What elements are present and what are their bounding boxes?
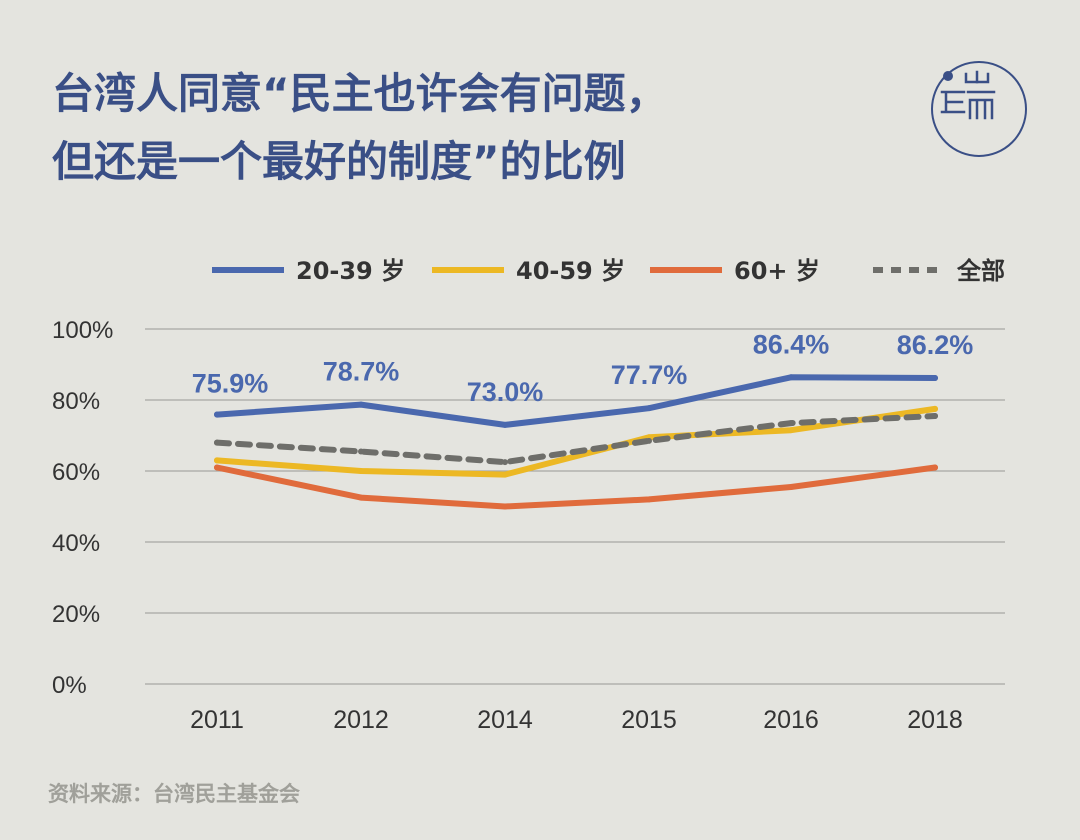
chart-title-line-1: 台湾人同意“民主也许会有问题， [52,69,668,118]
brand-logo: 端 [931,61,1027,157]
y-tick-label: 20% [52,601,100,628]
series-line [214,413,938,466]
source-note: 资料来源：台湾民主基金会 [48,782,300,806]
data-point [214,439,220,446]
legend-label: 全部 [956,257,1005,285]
legend-label: 40-59 岁 [516,257,625,285]
data-point [788,483,794,490]
series-line [214,374,938,428]
data-point [932,412,938,419]
series-line [214,405,938,478]
data-point [214,457,220,464]
data-point [214,464,220,471]
data-label: 77.7% [611,360,688,390]
data-point [788,374,794,381]
data-point [788,420,794,427]
x-tick-label: 2012 [333,706,389,734]
data-label: 78.7% [323,357,400,387]
data-point [646,405,652,412]
x-tick-label: 2014 [477,706,533,734]
data-point [502,471,508,478]
data-point [502,503,508,510]
data-label: 75.9% [192,369,269,399]
data-point [932,405,938,412]
y-tick-label: 40% [52,530,100,557]
data-point [358,494,364,501]
data-point [502,459,508,466]
data-point [358,401,364,408]
chart-title-line-2: 但还是一个最好的制度”的比例 [52,137,626,186]
data-point [932,374,938,381]
x-tick-label: 2011 [190,706,244,734]
chart-title: 台湾人同意“民主也许会有问题， 但还是一个最好的制度”的比例 [52,60,852,196]
data-label: 86.4% [753,329,830,359]
data-point [358,468,364,474]
x-tick-label: 2016 [763,706,819,734]
x-tick-label: 2015 [621,706,677,734]
data-label: 73.0% [467,377,544,407]
data-point [214,411,220,418]
data-point [502,421,508,428]
data-label: 86.2% [897,330,974,360]
data-point [646,496,652,503]
legend-label: 20-39 岁 [296,257,405,285]
data-point [358,448,364,455]
data-point [788,427,794,434]
x-tick-label: 2018 [907,706,963,734]
data-point [932,464,938,471]
y-tick-label: 80% [52,388,100,415]
data-point [646,437,652,444]
legend-label: 60+ 岁 [734,257,820,285]
y-tick-label: 100% [52,317,113,344]
y-tick-label: 0% [52,672,87,699]
y-tick-label: 60% [52,459,100,486]
series-line [214,464,938,510]
